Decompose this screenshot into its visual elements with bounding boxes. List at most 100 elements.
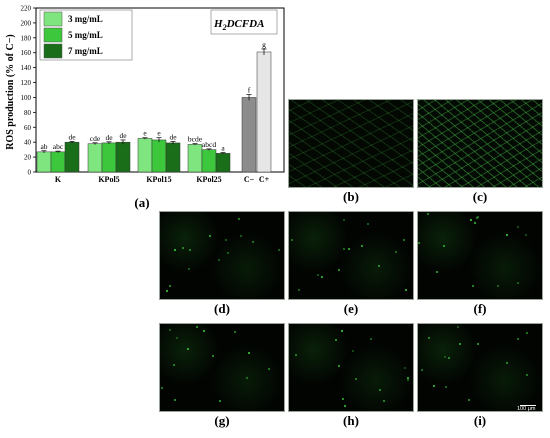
bar [101,142,117,173]
significance-letter: f [248,85,251,94]
fluorescent-spot [166,290,168,292]
fluorescent-spot [227,252,229,254]
fluorescent-spot [474,222,476,224]
fluorescent-spot [459,343,461,345]
fluorescent-spot [427,213,429,215]
fluorescent-spot [187,348,189,350]
panel-label: (b) [343,189,359,204]
fluorescence-micrograph [288,323,414,412]
significance-letter: de [68,132,76,141]
fluorescent-spot [443,245,445,247]
fluorescent-spot [470,219,472,221]
fluorescent-spot [188,268,190,270]
fluorescent-spot [477,216,479,218]
fluorescent-spot [403,239,405,241]
fluorescent-spot [174,249,176,251]
significance-letter: e [157,129,161,138]
fluorescent-spot [268,368,270,370]
fluorescent-spot [321,276,323,278]
significance-letter: g [262,40,266,49]
y-tick-label: 140 [21,64,32,72]
y-tick-label: 20 [24,154,32,162]
panel-label: (h) [343,413,359,428]
panel-label: (g) [214,413,230,428]
significance-letter: abcd [202,140,216,149]
y-tick-label: 0 [28,169,32,177]
x-tick-label: K [55,175,62,184]
y-tick-label: 200 [21,19,32,27]
fluorescent-spot [317,274,319,276]
fluorescent-spot [212,355,214,357]
fluorescent-spot [209,235,211,237]
fluorescent-spot [234,331,236,333]
fluorescent-spot [445,386,447,388]
fluorescent-spot [240,235,242,237]
fluorescent-spot [225,239,227,241]
bar [50,151,66,173]
annotation-frame [210,9,278,35]
fluorescent-spot [448,357,450,359]
fluorescent-spot [379,389,381,391]
fluorescent-spot [383,400,385,402]
fluorescence-micrograph [159,323,285,412]
fluorescent-spot [352,350,354,352]
bar [64,141,80,173]
bar [151,139,167,173]
fluorescent-spot [341,330,343,332]
fluorescent-spot [343,248,345,250]
legend: 3 mg/mL 5 mg/mL 7 mg/mL [39,9,133,61]
y-tick-label: 100 [21,94,32,102]
fluorescent-spot [468,399,470,401]
x-axis-labels: K KPol5 KPol15 KPol25 C− C+ [55,175,270,184]
fluorescent-spot [291,239,293,241]
fluorescent-spot [248,352,250,354]
fluorescence-micrograph [288,211,414,300]
fluorescence-micrograph [288,99,414,188]
fluorescent-spot [335,339,337,341]
fluorescent-spot [238,218,240,220]
fluorescent-spot [378,265,380,267]
fluorescent-spot [338,269,340,271]
bar [87,143,103,173]
panel-label: (f) [473,301,487,316]
fluorescent-spot [472,285,474,287]
scale-bar-label: 100 μm [517,406,536,412]
fluorescent-spot [404,367,406,369]
fluorescent-spot [196,326,198,328]
fluorescent-spot [444,356,446,358]
significance-letter: cde [90,134,101,143]
control-bar [256,51,272,173]
fluorescent-spot [342,398,344,400]
legend-swatch-7mg [43,43,63,59]
fluorescent-spot [421,369,423,371]
significance-letter: abc [53,142,64,151]
y-tick-label: 160 [21,49,32,57]
fluorescent-spot [169,329,171,331]
fluorescent-spot [278,249,280,251]
x-tick-label: C+ [259,175,270,184]
bar [201,149,217,173]
fluorescence-micrograph [417,99,543,188]
fluorescent-spot [370,338,372,340]
fluorescent-spot [161,387,163,389]
scale-bar [520,405,536,406]
fluorescent-spot [355,378,357,380]
significance-letter: de [119,131,127,140]
fluorescent-spot [203,330,205,332]
fluorescent-spot [169,285,171,287]
legend-label-5mg: 5 mg/mL [68,30,103,40]
fluorescent-spot [338,365,340,367]
fluorescent-spot [189,249,191,251]
significance-letter: de [105,133,113,142]
fluorescent-spot [298,289,300,291]
fluorescent-spot [344,405,346,407]
y-tick-label: 180 [21,34,32,42]
control-bar [241,97,257,173]
fluorescent-spot [182,247,184,249]
fluorescent-spot [526,332,528,334]
bar [115,141,131,173]
panel-label: (d) [214,301,230,316]
x-tick-label: KPol15 [146,175,171,184]
